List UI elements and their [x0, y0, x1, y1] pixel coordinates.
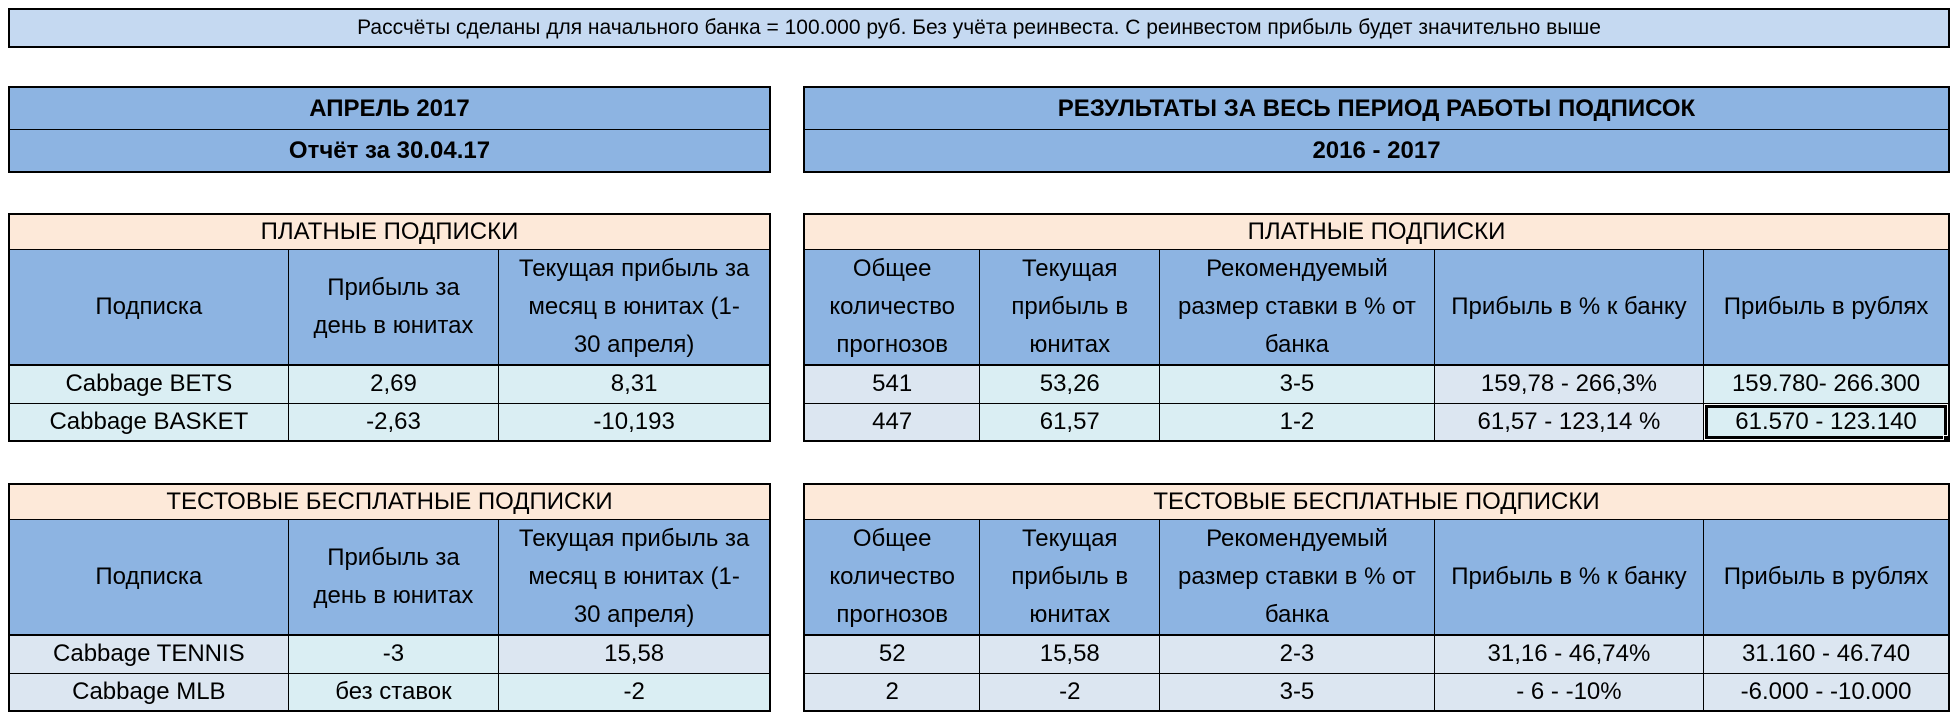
period-paid-table: ПЛАТНЫЕ ПОДПИСКИ Общее количество прогно…	[803, 213, 1950, 442]
month-profit-cell[interactable]: -10,193	[498, 402, 771, 442]
month-profit-cell[interactable]: -2	[498, 672, 771, 712]
column-header-total-forecasts[interactable]: Общее количество прогнозов	[803, 249, 981, 366]
month-header-block: АПРЕЛЬ 2017 Отчёт за 30.04.17	[8, 86, 771, 173]
column-header-total-forecasts[interactable]: Общее количество прогнозов	[803, 519, 981, 636]
table-row: Cabbage MLB без ставок -2	[8, 672, 771, 712]
column-header-profit-units[interactable]: Текущая прибыль в юнитах	[979, 519, 1161, 636]
selected-cell[interactable]: 61.570 - 123.140	[1703, 402, 1950, 442]
profit-rub-cell[interactable]: 31.160 - 46.740	[1703, 634, 1950, 674]
table-row: 52 15,58 2-3 31,16 - 46,74% 31.160 - 46.…	[803, 634, 1950, 674]
subscription-name-cell[interactable]: Cabbage BASKET	[8, 402, 289, 442]
total-forecasts-cell[interactable]: 541	[803, 364, 981, 404]
column-header-month-profit[interactable]: Текущая прибыль за месяц в юнитах (1- 30…	[498, 249, 771, 366]
daily-profit-cell[interactable]: 2,69	[287, 364, 500, 404]
subscription-name-cell[interactable]: Cabbage BETS	[8, 364, 289, 404]
column-header-stake-size[interactable]: Рекомендуемый размер ставки в % от банка	[1159, 249, 1435, 366]
total-forecasts-cell[interactable]: 52	[803, 634, 981, 674]
profit-units-cell[interactable]: 53,26	[979, 364, 1161, 404]
table-row: 447 61,57 1-2 61,57 - 123,14 % 61.570 - …	[803, 402, 1950, 442]
table-row: 2 -2 3-5 - 6 - -10% -6.000 - -10.000	[803, 672, 1950, 712]
table-section-title[interactable]: ПЛАТНЫЕ ПОДПИСКИ	[8, 213, 771, 250]
period-title-cell[interactable]: РЕЗУЛЬТАТЫ ЗА ВЕСЬ ПЕРИОД РАБОТЫ ПОДПИСО…	[805, 88, 1948, 130]
table-section-title[interactable]: ПЛАТНЫЕ ПОДПИСКИ	[803, 213, 1950, 250]
monthly-test-table: ТЕСТОВЫЕ БЕСПЛАТНЫЕ ПОДПИСКИ Подписка Пр…	[8, 483, 771, 712]
column-header-stake-size[interactable]: Рекомендуемый размер ставки в % от банка	[1159, 519, 1435, 636]
header-row: Подписка Прибыль за день в юнитах Текуща…	[8, 519, 771, 636]
profit-units-cell[interactable]: 15,58	[979, 634, 1161, 674]
profit-rub-cell[interactable]: -6.000 - -10.000	[1703, 672, 1950, 712]
column-header-profit-rub[interactable]: Прибыль в рублях	[1703, 519, 1950, 636]
column-header-subscription[interactable]: Подписка	[8, 519, 289, 636]
period-section: РЕЗУЛЬТАТЫ ЗА ВЕСЬ ПЕРИОД РАБОТЫ ПОДПИСО…	[803, 0, 1950, 726]
profit-percent-cell[interactable]: 159,78 - 266,3%	[1433, 364, 1705, 404]
fill-handle[interactable]	[1943, 435, 1948, 440]
period-test-table: ТЕСТОВЫЕ БЕСПЛАТНЫЕ ПОДПИСКИ Общее колич…	[803, 483, 1950, 712]
total-forecasts-cell[interactable]: 447	[803, 402, 981, 442]
header-row: Подписка Прибыль за день в юнитах Текуща…	[8, 249, 771, 366]
monthly-paid-table: ПЛАТНЫЕ ПОДПИСКИ Подписка Прибыль за ден…	[8, 213, 771, 442]
stake-size-cell[interactable]: 2-3	[1159, 634, 1435, 674]
month-profit-cell[interactable]: 8,31	[498, 364, 771, 404]
column-header-profit-rub[interactable]: Прибыль в рублях	[1703, 249, 1950, 366]
month-title-cell[interactable]: АПРЕЛЬ 2017	[10, 88, 769, 130]
month-section: АПРЕЛЬ 2017 Отчёт за 30.04.17 ПЛАТНЫЕ ПО…	[8, 0, 771, 726]
column-header-profit-units[interactable]: Текущая прибыль в юнитах	[979, 249, 1161, 366]
total-forecasts-cell[interactable]: 2	[803, 672, 981, 712]
daily-profit-cell[interactable]: без ставок	[287, 672, 500, 712]
column-header-daily-profit[interactable]: Прибыль за день в юнитах	[287, 249, 500, 366]
column-header-subscription[interactable]: Подписка	[8, 249, 289, 366]
profit-rub-cell[interactable]: 159.780- 266.300	[1703, 364, 1950, 404]
column-header-month-profit[interactable]: Текущая прибыль за месяц в юнитах (1- 30…	[498, 519, 771, 636]
header-row: Общее количество прогнозов Текущая прибы…	[803, 519, 1950, 636]
profit-units-cell[interactable]: -2	[979, 672, 1161, 712]
daily-profit-cell[interactable]: -3	[287, 634, 500, 674]
stake-size-cell[interactable]: 3-5	[1159, 672, 1435, 712]
table-row: Cabbage TENNIS -3 15,58	[8, 634, 771, 674]
period-years-cell[interactable]: 2016 - 2017	[1312, 136, 1441, 164]
stake-size-cell[interactable]: 1-2	[1159, 402, 1435, 442]
table-row: Cabbage BASKET -2,63 -10,193	[8, 402, 771, 442]
period-header-block: РЕЗУЛЬТАТЫ ЗА ВЕСЬ ПЕРИОД РАБОТЫ ПОДПИСО…	[803, 86, 1950, 173]
column-header-profit-percent[interactable]: Прибыль в % к банку	[1433, 519, 1705, 636]
stake-size-cell[interactable]: 3-5	[1159, 364, 1435, 404]
column-header-daily-profit[interactable]: Прибыль за день в юнитах	[287, 519, 500, 636]
profit-percent-cell[interactable]: 31,16 - 46,74%	[1433, 634, 1705, 674]
table-row: 541 53,26 3-5 159,78 - 266,3% 159.780- 2…	[803, 364, 1950, 404]
month-profit-cell[interactable]: 15,58	[498, 634, 771, 674]
profit-percent-cell[interactable]: - 6 - -10%	[1433, 672, 1705, 712]
column-header-profit-percent[interactable]: Прибыль в % к банку	[1433, 249, 1705, 366]
subscription-name-cell[interactable]: Cabbage MLB	[8, 672, 289, 712]
report-date-cell[interactable]: Отчёт за 30.04.17	[288, 136, 491, 164]
info-banner-cell[interactable]: Рассчёты сделаны для начального банка = …	[8, 8, 1950, 48]
subscription-name-cell[interactable]: Cabbage TENNIS	[8, 634, 289, 674]
header-row: Общее количество прогнозов Текущая прибы…	[803, 249, 1950, 366]
table-section-title[interactable]: ТЕСТОВЫЕ БЕСПЛАТНЫЕ ПОДПИСКИ	[803, 483, 1950, 520]
table-row: Cabbage BETS 2,69 8,31	[8, 364, 771, 404]
daily-profit-cell[interactable]: -2,63	[287, 402, 500, 442]
table-section-title[interactable]: ТЕСТОВЫЕ БЕСПЛАТНЫЕ ПОДПИСКИ	[8, 483, 771, 520]
profit-percent-cell[interactable]: 61,57 - 123,14 %	[1433, 402, 1705, 442]
profit-units-cell[interactable]: 61,57	[979, 402, 1161, 442]
